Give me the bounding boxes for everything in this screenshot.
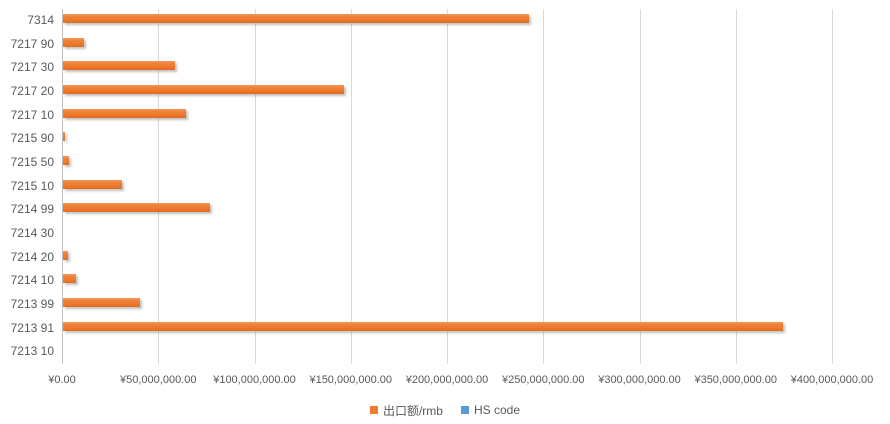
category-label-7215-50: 7215 50 xyxy=(10,154,54,169)
category-label-7217-30: 7217 30 xyxy=(10,60,54,75)
category-label-7214-99: 7214 99 xyxy=(10,202,54,217)
legend-item-hs-code[interactable]: HS code xyxy=(460,403,521,417)
chart-row-7215-10 xyxy=(62,175,832,199)
x-tick-label: ¥350,000,000.00 xyxy=(694,374,778,386)
category-label-7217-20: 7217 20 xyxy=(10,83,54,98)
gridline xyxy=(158,9,160,364)
legend-label: 出口额/rmb xyxy=(382,403,443,418)
gridline xyxy=(639,9,641,364)
chart-row-7215-90 xyxy=(62,127,832,151)
chart-legend: 出口额/rmb HS code xyxy=(0,401,890,419)
bar-7217-20[interactable] xyxy=(63,85,345,94)
category-label-7314: 7314 xyxy=(27,13,54,27)
gridline xyxy=(832,9,833,364)
chart-row-7217-10 xyxy=(62,104,832,128)
chart-row-7213-91 xyxy=(62,317,832,341)
x-tick-label: ¥150,000,000.00 xyxy=(309,374,393,386)
legend-swatch-icon xyxy=(460,406,469,414)
category-label-7214-10: 7214 10 xyxy=(10,273,54,288)
category-label-7213-99: 7213 99 xyxy=(10,296,54,311)
plot-area xyxy=(62,9,833,364)
category-label-7213-91: 7213 91 xyxy=(10,320,54,335)
bar-7217-30[interactable] xyxy=(63,61,175,71)
bar-7213-99[interactable] xyxy=(63,298,140,307)
category-label-7213-10: 7213 10 xyxy=(10,344,54,359)
gridline xyxy=(350,9,352,364)
chart-row-7214-30 xyxy=(62,222,832,246)
bar-7214-99[interactable] xyxy=(63,203,211,213)
chart-row-7215-50 xyxy=(62,151,832,175)
chart-row-7213-99 xyxy=(62,293,832,317)
chart-row-7214-10 xyxy=(62,269,832,293)
category-label-7214-30: 7214 30 xyxy=(10,225,54,240)
chart-row-7217-90 xyxy=(62,33,832,57)
chart-row-7214-20 xyxy=(62,246,832,270)
gridline xyxy=(447,9,448,364)
category-label-7217-10: 7217 10 xyxy=(10,107,54,122)
value-axis-line xyxy=(62,9,63,364)
x-tick-label: ¥400,000,000.00 xyxy=(790,374,874,386)
x-tick-label: ¥300,000,000.00 xyxy=(598,374,681,386)
category-label-7215-90: 7215 90 xyxy=(10,131,54,146)
x-tick-label: ¥50,000,000.00 xyxy=(120,374,197,386)
legend-item-export-value[interactable]: 出口额/rmb xyxy=(369,402,443,419)
category-label-7217-90: 7217 90 xyxy=(10,36,54,51)
bar-7217-90[interactable] xyxy=(63,37,85,47)
bar-7214-10[interactable] xyxy=(63,274,76,284)
chart-row-7217-20 xyxy=(62,80,832,104)
x-tick-label: ¥100,000,000.00 xyxy=(213,374,296,386)
x-tick-label: ¥0.00 xyxy=(48,374,76,386)
chart-row-7217-30 xyxy=(62,56,832,80)
chart-row-7213-10 xyxy=(62,340,832,364)
chart-row-7214-99 xyxy=(62,198,832,222)
y-axis-category-labels: 7314 7217 90 7217 30 7217 20 7217 10 7215 90 7… xyxy=(0,9,54,364)
gridline xyxy=(735,9,737,364)
x-tick-label: ¥250,000,000.00 xyxy=(501,374,585,386)
gridline xyxy=(254,9,256,364)
legend-swatch-icon xyxy=(369,406,378,414)
bar-7215-10[interactable] xyxy=(63,179,122,189)
chart-row-7314 xyxy=(62,9,832,33)
bar-7215-90[interactable] xyxy=(63,132,66,142)
bar-7213-91[interactable] xyxy=(63,321,783,331)
bar-7214-20[interactable] xyxy=(63,250,69,260)
bar-7314[interactable] xyxy=(63,14,529,23)
gridline xyxy=(543,9,545,364)
bar-7217-10[interactable] xyxy=(63,108,187,118)
category-label-7214-20: 7214 20 xyxy=(10,249,54,264)
x-tick-label: ¥200,000,000.00 xyxy=(405,374,489,386)
category-label-7215-10: 7215 10 xyxy=(10,178,54,193)
legend-label: HS code xyxy=(473,403,521,417)
bar-7215-50[interactable] xyxy=(63,156,69,165)
